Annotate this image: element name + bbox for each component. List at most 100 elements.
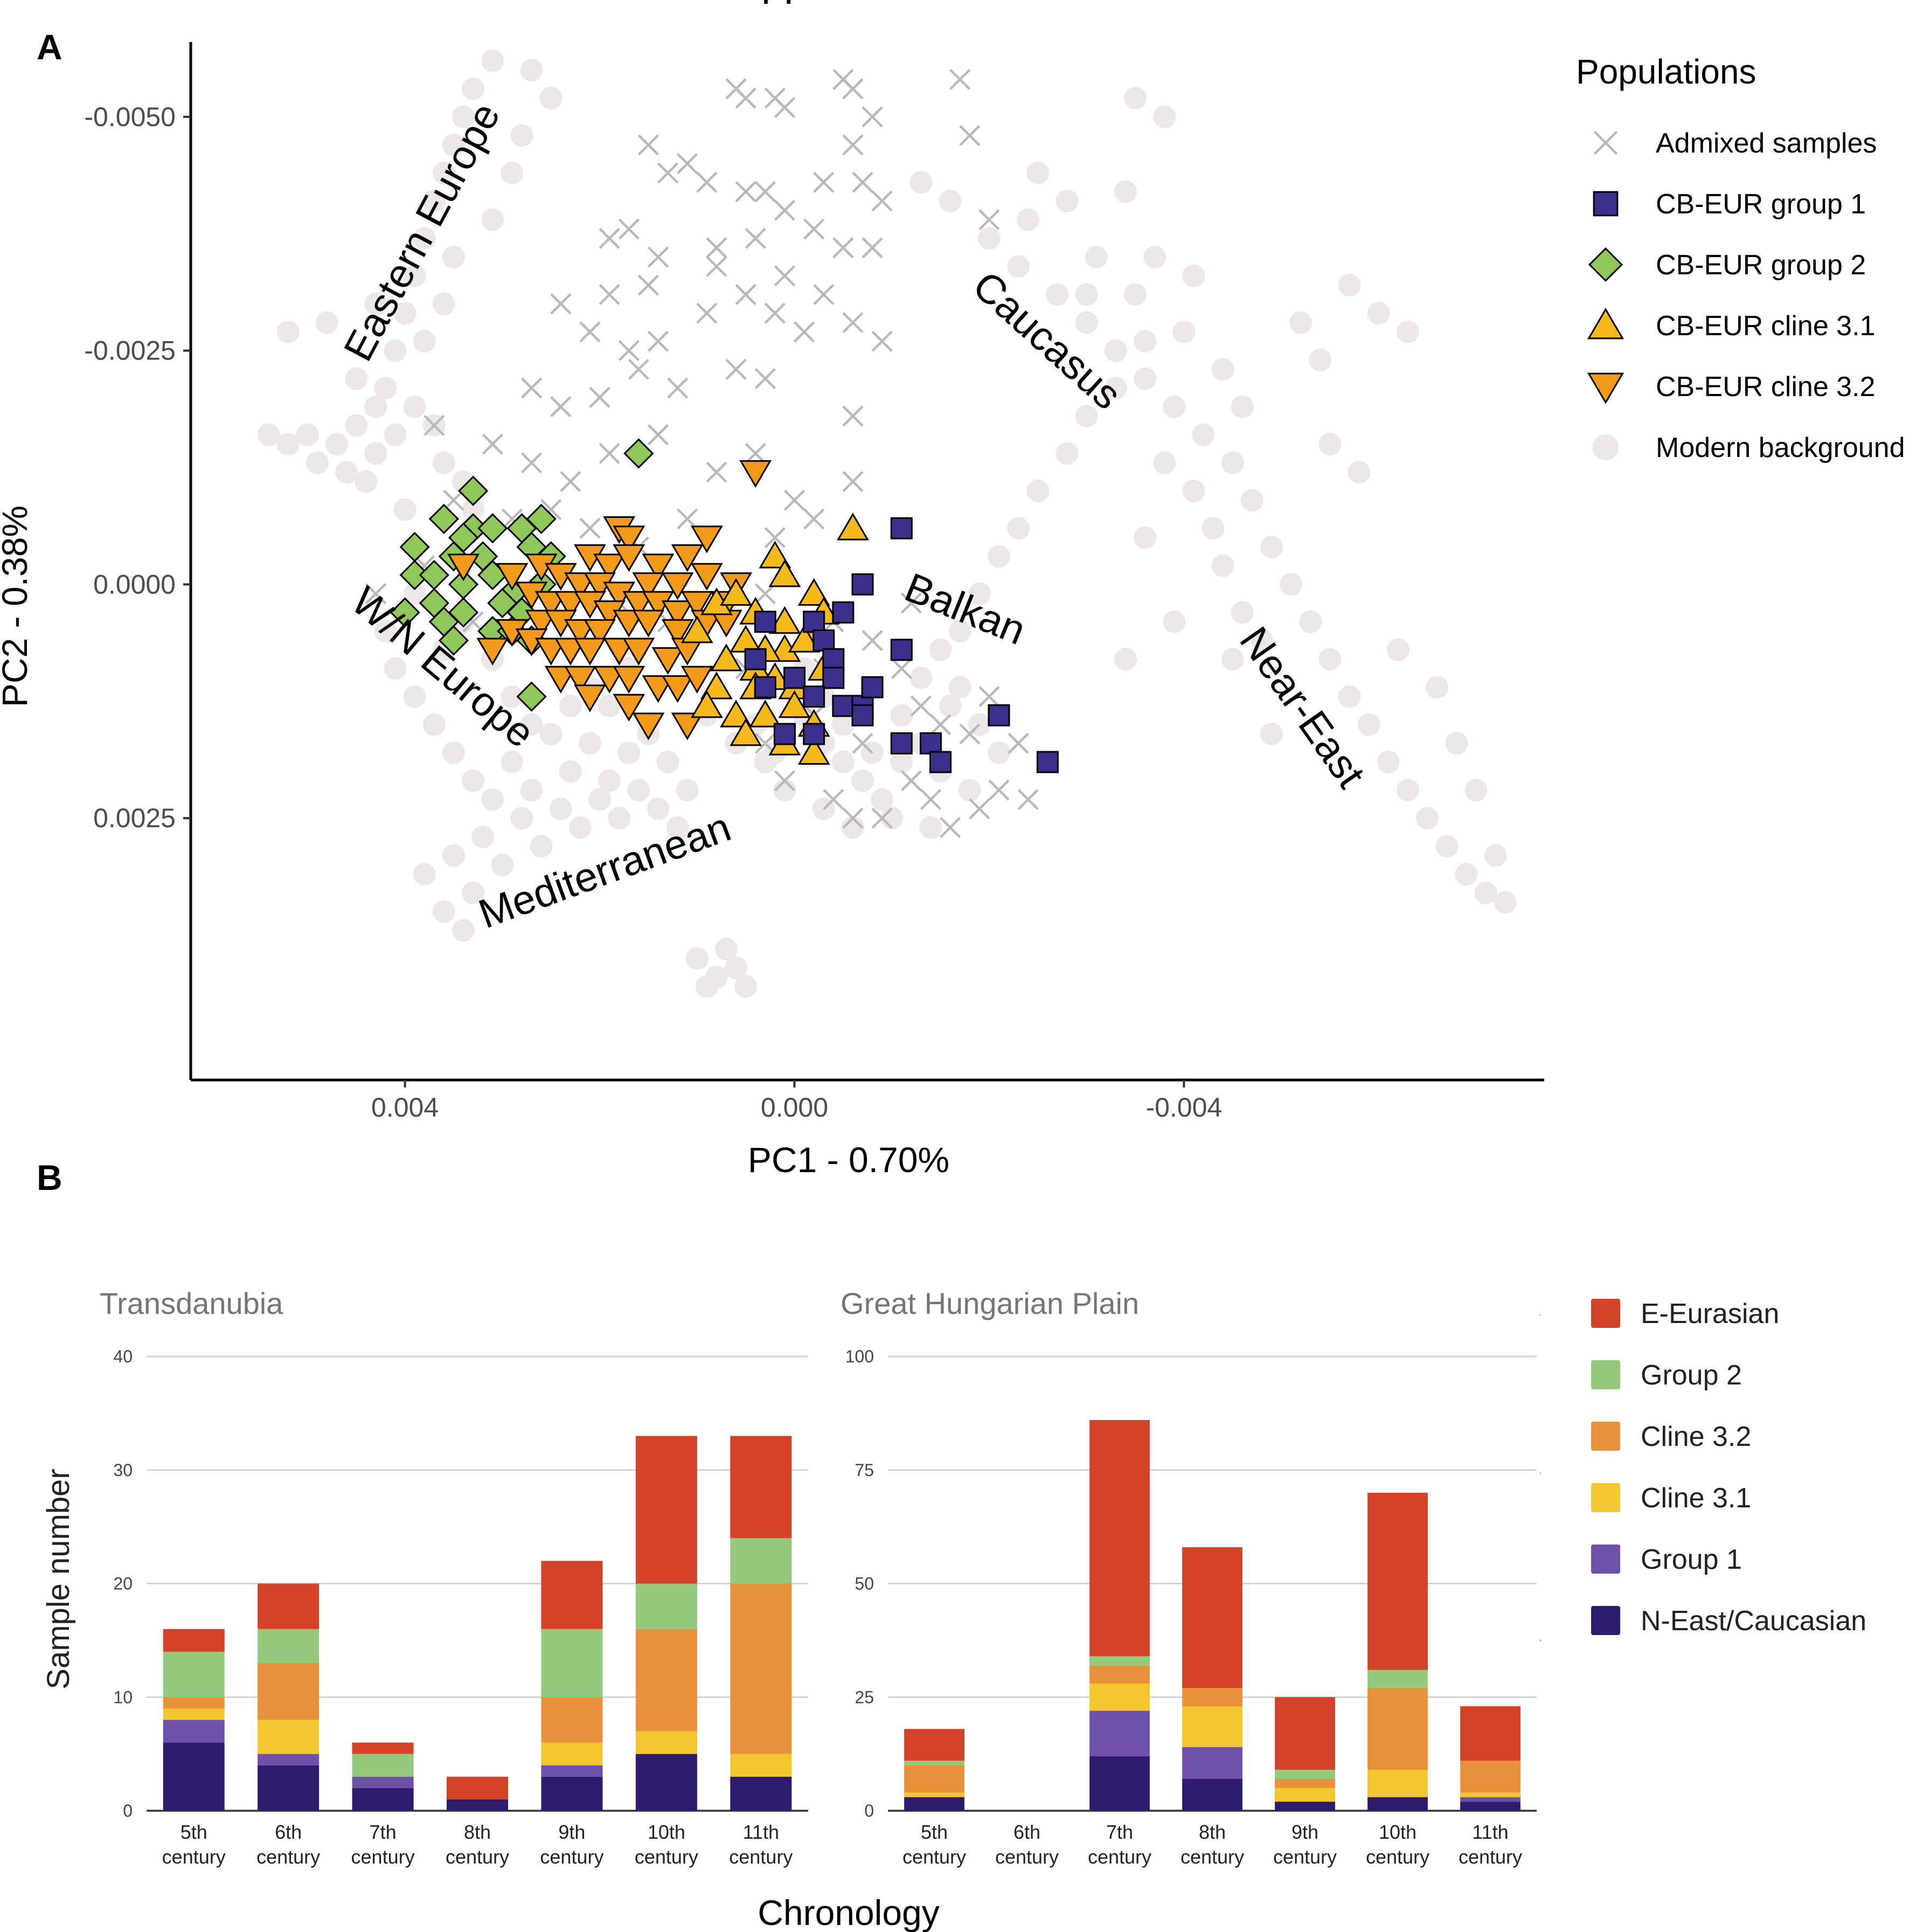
y-tick-label: 0.0000	[93, 569, 176, 599]
admixed-point	[579, 321, 601, 343]
bar-segment-group2	[352, 1754, 414, 1777]
admixed-point	[940, 816, 961, 839]
group2-point	[438, 625, 469, 656]
modern-point	[666, 816, 689, 839]
legend-marker-admixed	[1593, 130, 1618, 155]
modern-point	[1338, 685, 1361, 708]
modern-point	[549, 797, 572, 820]
legend-marker-group2	[1588, 247, 1623, 282]
bar-category-label: 6th	[275, 1821, 302, 1843]
modern-point	[1007, 255, 1030, 278]
bar-segment-e_eurasian	[446, 1776, 509, 1799]
admixed-point	[929, 714, 952, 736]
admixed-point	[628, 358, 649, 380]
admixed-point	[618, 218, 640, 240]
modern-point	[1163, 395, 1186, 418]
modern-point	[1182, 479, 1205, 502]
modern-point	[676, 779, 699, 802]
modern-point	[725, 956, 748, 979]
modern-point	[1192, 423, 1215, 446]
admixed-point	[365, 583, 386, 605]
bar-category-label: century	[729, 1846, 793, 1868]
admixed-point	[482, 433, 503, 455]
bar-segment-group1	[1182, 1747, 1242, 1779]
admixed-point	[579, 517, 601, 539]
bar-segment-cline32	[163, 1697, 225, 1709]
bar-legend-item-ne_caucasian: N-East/Caucasian	[1591, 1605, 1866, 1637]
modern-point	[1240, 489, 1263, 512]
bar-segment-ne_caucasian	[1367, 1797, 1428, 1811]
modern-point	[481, 788, 504, 811]
bar-legend-swatch	[1591, 1422, 1620, 1451]
cline31-point	[797, 737, 830, 765]
cline32-point	[613, 666, 645, 694]
admixed-point	[842, 807, 864, 829]
admixed-point	[871, 330, 893, 352]
bar-category-label: century	[256, 1846, 320, 1868]
admixed-point	[754, 181, 776, 203]
bar-segment-group2	[1275, 1770, 1335, 1779]
group1-point	[773, 723, 796, 745]
modern-point	[1075, 311, 1098, 334]
modern-point	[422, 189, 446, 212]
modern-point	[1056, 189, 1079, 212]
populations-legend: Populations Admixed samples CB-EUR group …	[1576, 52, 1905, 463]
modern-point	[1104, 339, 1127, 362]
admixed-point	[813, 171, 835, 193]
cline31-point	[797, 578, 830, 606]
region-label: Steppes	[700, 0, 850, 4]
modern-point	[1017, 208, 1040, 231]
modern-point	[364, 395, 387, 418]
modern-point	[1348, 461, 1371, 484]
admixed-point	[754, 368, 776, 390]
bar-segment-ne_caucasian	[1460, 1802, 1521, 1811]
modern-point	[432, 451, 455, 474]
bar-legend-item-cline31: Cline 3.1	[1591, 1483, 1751, 1514]
modern-point	[520, 779, 543, 802]
modern-point	[1309, 348, 1332, 371]
bar-segment-ne_caucasian	[352, 1788, 414, 1811]
x-tick-label: 0.000	[761, 1092, 828, 1123]
bar-category-label: 7th	[1106, 1821, 1133, 1843]
bar-legend-label: Cline 3.2	[1641, 1421, 1751, 1452]
bar-segment-e_eurasian	[541, 1561, 603, 1629]
modern-point	[1318, 433, 1342, 456]
admixed-point	[706, 255, 727, 278]
cline32-point	[681, 666, 713, 694]
modern-point	[608, 807, 631, 830]
modern-point	[919, 816, 942, 839]
bar-y-tick-label: 0	[123, 1801, 133, 1820]
modern-point	[890, 704, 913, 727]
modern-point	[452, 919, 475, 942]
cline32-point	[544, 666, 577, 694]
modern-point	[442, 844, 465, 867]
cline31-point	[700, 671, 733, 700]
cline32-point	[496, 563, 529, 591]
admixed-point	[852, 732, 873, 754]
modern-point	[306, 451, 329, 474]
y-tick-label: 0.0025	[93, 803, 176, 833]
admixed-point	[550, 293, 572, 315]
bar-legend-swatch	[1591, 1606, 1620, 1635]
bar-legend-item-group1: Group 1	[1591, 1544, 1742, 1575]
bar-y-axis-title: Sample number	[41, 1469, 76, 1689]
admixed-point	[696, 302, 718, 324]
admixed-point	[842, 134, 864, 156]
bar-segment-group1	[258, 1754, 320, 1765]
admixed-point	[813, 283, 835, 306]
cline32-point	[564, 666, 596, 694]
y-tick-label: -0.0050	[84, 102, 176, 132]
modern-point	[1114, 648, 1137, 671]
group1-point	[822, 648, 845, 670]
modern-point	[510, 124, 533, 147]
bar-category-label: 9th	[1292, 1821, 1318, 1843]
bar-legend-swatch	[1591, 1545, 1620, 1574]
modern-point	[1455, 863, 1478, 886]
modern-point	[1007, 517, 1030, 540]
modern-point	[773, 779, 796, 802]
admixed-point	[842, 470, 864, 493]
cline32-point	[574, 638, 606, 666]
bar-chart-title: Transdanubia	[100, 1286, 283, 1320]
modern-point	[1211, 554, 1234, 577]
cline31-point	[759, 541, 792, 569]
